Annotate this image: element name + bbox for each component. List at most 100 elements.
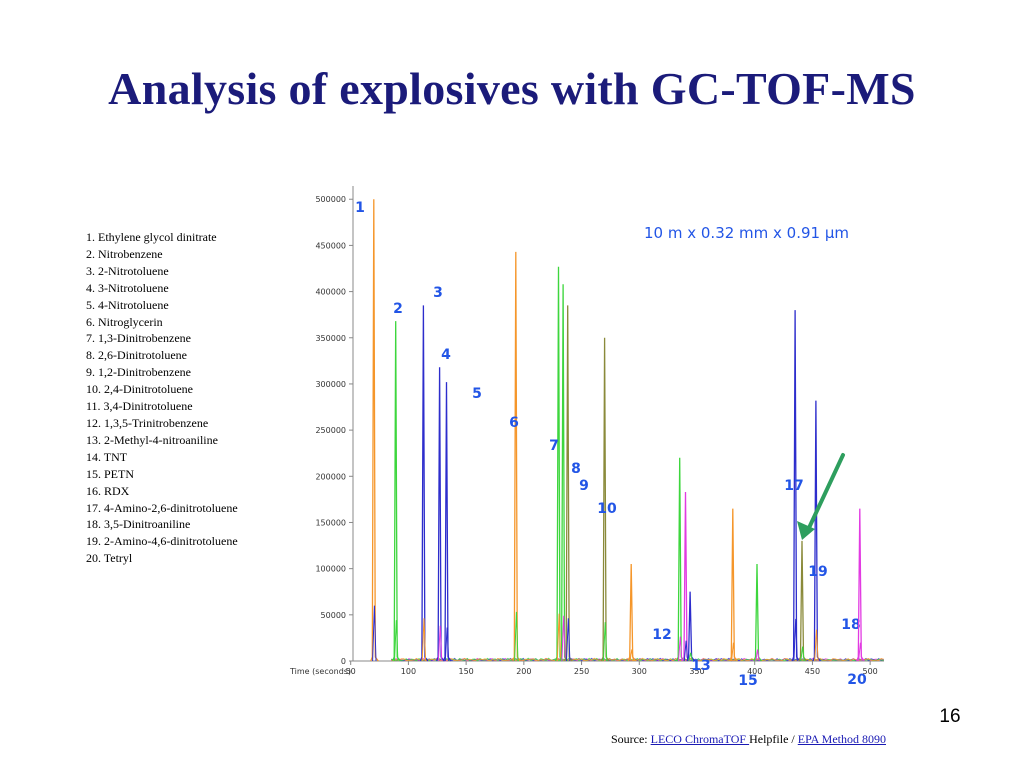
- peak-20: [856, 508, 865, 662]
- minor-peak: [793, 618, 798, 662]
- minor-peak: [602, 622, 608, 662]
- peak-label: 19: [808, 564, 827, 580]
- x-tick-label: 500: [863, 667, 878, 676]
- source-prefix: Source:: [610, 732, 651, 746]
- peak-19: [812, 400, 821, 662]
- minor-peak: [683, 640, 689, 662]
- peak-label: 18: [841, 617, 860, 633]
- legend-item: 5. 4-Nitrotoluene: [86, 297, 169, 312]
- minor-peak: [678, 636, 683, 662]
- peak-3: [419, 305, 429, 662]
- x-tick-label: 450: [805, 667, 820, 676]
- peak-1: [370, 199, 379, 662]
- peak-label: 2: [393, 301, 403, 317]
- legend-item: 6. Nitroglycerin: [86, 314, 163, 329]
- legend-item: 16. RDX: [86, 483, 130, 498]
- epa-method-link[interactable]: EPA Method 8090: [797, 732, 886, 746]
- minor-peak: [444, 627, 450, 662]
- peak-12: [676, 457, 685, 662]
- peak-18: [798, 540, 808, 662]
- y-tick-label: 500000: [315, 195, 346, 204]
- peak-label: 5: [472, 386, 482, 402]
- minor-peak: [800, 646, 805, 662]
- peak-label: 7: [549, 438, 559, 454]
- peak-label: 8: [571, 461, 581, 477]
- minor-peak: [566, 618, 571, 662]
- minor-peak: [688, 652, 693, 662]
- source-citation: Source: LECO ChromaTOF Helpfile / EPA Me…: [611, 732, 886, 747]
- chromatogram-chart: 0500001000001500002000002500003000003500…: [289, 186, 885, 685]
- legend-item: 11. 3,4-Dinitrotoluene: [86, 399, 193, 414]
- x-tick-label: 50: [346, 667, 356, 676]
- legend-item: 8. 2,6-Dinitrotoluene: [86, 348, 187, 363]
- slide-title: Analysis of explosives with GC-TOF-MS: [108, 63, 916, 114]
- legend-item: 1. Ethylene glycol dinitrate: [86, 230, 217, 244]
- x-tick-label: 400: [747, 667, 762, 676]
- x-tick-label: 300: [632, 667, 647, 676]
- legend-item: 9. 1,2-Dinitrobenzene: [86, 365, 191, 380]
- minor-peak: [814, 629, 819, 662]
- minor-peak: [629, 649, 634, 662]
- y-tick-label: 50000: [321, 611, 346, 620]
- legend-item: 2. Nitrobenzene: [86, 246, 163, 261]
- minor-peak: [372, 605, 377, 662]
- peak-6: [512, 251, 521, 662]
- peak-label: 12: [652, 627, 671, 643]
- y-tick-label: 200000: [315, 472, 346, 481]
- column-dimensions-label: 10 m x 0.32 mm x 0.91 µm: [644, 224, 849, 242]
- y-tick-label: 400000: [315, 288, 346, 297]
- peak-label: 20: [847, 672, 867, 685]
- peak-label: 4: [441, 347, 451, 363]
- peak-14: [686, 591, 696, 662]
- arrow-head-icon: [797, 521, 815, 540]
- peak-5: [442, 382, 452, 662]
- x-tick-label: 250: [574, 667, 589, 676]
- legend-item: 15. PETN: [86, 466, 134, 481]
- peak-label: 10: [597, 501, 617, 517]
- legend-item: 18. 3,5-Dinitroaniline: [86, 517, 191, 532]
- minor-peak: [556, 613, 562, 662]
- source-middle: Helpfile /: [749, 732, 798, 746]
- minor-peak: [755, 649, 760, 662]
- y-tick-label: 100000: [315, 565, 346, 574]
- y-tick-label: 300000: [315, 380, 346, 389]
- minor-peak: [437, 625, 443, 662]
- y-tick-label: 150000: [315, 518, 346, 527]
- peak-4: [435, 367, 445, 662]
- x-tick-label: 200: [516, 667, 531, 676]
- baseline-trace: [390, 657, 884, 662]
- x-axis-label: Time (seconds): [289, 667, 351, 676]
- legend-item: 7. 1,3-Dinitrobenzene: [86, 331, 191, 346]
- legend-item: 17. 4-Amino-2,6-dinitrotoluene: [86, 500, 238, 515]
- peak-15: [729, 508, 738, 662]
- peak-9: [564, 305, 573, 662]
- peak-label: 15: [738, 673, 757, 685]
- peak-label: 3: [433, 285, 443, 301]
- peak-label: 17: [784, 478, 803, 494]
- peak-2: [392, 321, 401, 662]
- legend-item: 12. 1,3,5-Trinitrobenzene: [86, 415, 209, 430]
- peak-11: [627, 563, 637, 662]
- peak-10: [600, 337, 610, 662]
- legend-item: 10. 2,4-Dinitrotoluene: [86, 382, 193, 397]
- legend-item: 3. 2-Nitrotoluene: [86, 263, 169, 278]
- y-tick-label: 0: [341, 657, 346, 666]
- peak-label: 6: [509, 415, 519, 431]
- minor-peak: [561, 615, 566, 662]
- peak-label: 13: [691, 658, 710, 674]
- leco-chromatof-link[interactable]: LECO ChromaTOF: [650, 732, 750, 746]
- y-tick-label: 250000: [315, 426, 346, 435]
- minor-peak: [858, 642, 863, 662]
- x-tick-label: 100: [401, 667, 416, 676]
- minor-peak: [514, 611, 519, 662]
- minor-peak: [394, 620, 399, 662]
- x-tick-label: 150: [458, 667, 473, 676]
- legend-item: 4. 3-Nitrotoluene: [86, 280, 169, 295]
- y-tick-label: 350000: [315, 334, 346, 343]
- minor-peak: [731, 642, 736, 662]
- page-number: 16: [939, 706, 961, 727]
- legend-item: 14. TNT: [86, 449, 128, 464]
- peak-16: [753, 563, 763, 662]
- peak-label: 1: [355, 200, 365, 216]
- peak-label: 9: [579, 478, 589, 494]
